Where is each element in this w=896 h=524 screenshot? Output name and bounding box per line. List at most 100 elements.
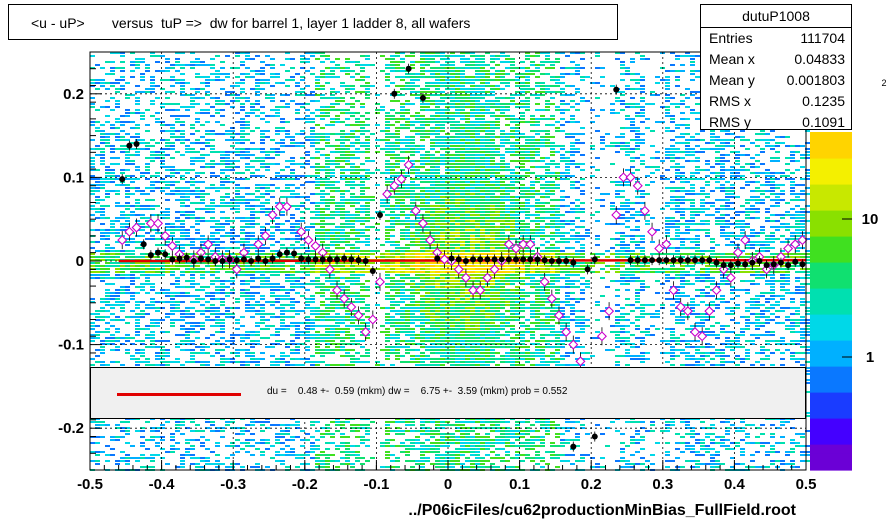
profile-point: [126, 142, 133, 149]
color-scale-bin: [810, 357, 852, 367]
z-tick-label: 10: [862, 211, 879, 228]
marker-point: [331, 285, 343, 296]
x-tick-label: 0.2: [581, 476, 602, 493]
marker-point: [553, 310, 565, 321]
profile-point: [205, 256, 212, 263]
profile-point: [563, 258, 570, 264]
color-scale-bin: [810, 314, 852, 324]
marker-point: [525, 239, 536, 250]
profile-point: [298, 255, 305, 262]
color-scale-bin: [810, 383, 852, 393]
x-tick-label: -0.2: [292, 476, 318, 493]
y-tick-label: -0.2: [58, 420, 84, 437]
profile-point: [169, 256, 176, 263]
marker-point: [267, 209, 278, 221]
profile-point: [727, 262, 734, 269]
profile-point: [534, 256, 541, 263]
profile-point: [777, 259, 784, 266]
color-scale-bin: [810, 348, 852, 358]
marker-point: [389, 180, 400, 191]
profile-point: [570, 443, 577, 450]
x-tick-label: -0.1: [363, 476, 389, 493]
profile-point: [140, 241, 147, 248]
marker-point: [503, 239, 514, 250]
profile-point: [649, 257, 656, 264]
color-scale-bin: [810, 132, 852, 142]
marker-point: [783, 243, 794, 254]
marker-point: [303, 235, 314, 246]
marker-point: [167, 240, 178, 251]
profile-point: [369, 268, 376, 275]
y-axis: -0.2 -0.1 0 0.1 0.2: [58, 51, 102, 471]
x-axis: -0.5 -0.4 -0.3 -0.2 -0.1 0 0.1 0.2 0.3 0.4 0.5: [77, 460, 816, 493]
profile-point: [162, 251, 169, 258]
color-scale-bin: [810, 262, 852, 272]
profile-point: [677, 257, 684, 264]
profile-point: [570, 259, 577, 266]
color-scale: 1 10 2: [810, 78, 887, 471]
profile-point: [749, 259, 756, 266]
stats-name: dutuP1008: [701, 5, 851, 28]
profile-point: [176, 255, 183, 262]
profile-point: [742, 261, 749, 268]
marker-point: [124, 226, 135, 237]
marker-point: [396, 174, 407, 185]
x-tick-label: -0.4: [149, 476, 176, 493]
profile-point: [434, 255, 441, 262]
marker-point: [195, 247, 207, 258]
profile-point: [419, 94, 426, 101]
profile-point: [283, 249, 290, 256]
profile-point: [362, 258, 369, 264]
color-scale-bin: [810, 296, 852, 306]
fit-legend: du = 0.48 +- 0.59 (mkm) dw = 6.75 +- 3.5…: [90, 367, 806, 419]
profile-point: [505, 256, 512, 263]
marker-point: [661, 239, 672, 250]
color-scale-bin: [810, 374, 852, 384]
plot-title: <u - uP> versus tuP => dw for barrel 1, …: [8, 4, 618, 40]
profile-point: [312, 256, 319, 263]
profile-point: [147, 252, 154, 259]
profile-point: [155, 249, 162, 256]
y-tick-label: -0.1: [58, 337, 84, 354]
profile-point: [591, 256, 598, 263]
marker-point: [675, 301, 686, 313]
marker-point: [518, 239, 529, 250]
color-scale-bin: [810, 184, 852, 194]
stats-value: 111704: [800, 30, 845, 46]
profile-point: [326, 256, 333, 263]
profile-point: [376, 212, 383, 219]
color-scale-bin: [810, 270, 852, 280]
marker-point: [296, 226, 307, 237]
marker-point: [740, 235, 751, 246]
profile-point: [248, 258, 255, 264]
color-scale-bin: [810, 288, 852, 298]
profile-point: [470, 256, 477, 263]
stats-row-rms-x: RMS x 0.1235: [701, 91, 851, 112]
profile-point: [405, 65, 412, 72]
marker-point: [460, 272, 471, 283]
stats-value: 0.04833: [794, 51, 845, 67]
marker-point: [668, 285, 679, 296]
marker-point: [596, 331, 607, 342]
marker-point: [317, 247, 328, 258]
profile-point: [770, 261, 777, 268]
color-scale-bin: [810, 331, 852, 341]
profile-point: [555, 258, 562, 264]
marker-point: [539, 276, 550, 287]
marker-point: [253, 239, 264, 250]
stats-box: dutuP1008 Entries 111704 Mean x 0.04833 Me…: [700, 4, 852, 130]
marker-point: [374, 276, 386, 287]
profile-point: [197, 255, 204, 262]
marker-point: [561, 327, 572, 338]
profile-point: [634, 257, 641, 264]
color-scale-bin: [810, 435, 852, 445]
x-axis-title: ../P06icFiles/cu62productionMinBias_Full…: [408, 502, 796, 519]
marker-point: [568, 339, 579, 350]
x-tick-label: 0.5: [796, 476, 817, 493]
profile-point: [319, 256, 326, 263]
x-tick-label: 0: [444, 476, 452, 493]
z-exponent-label: 2: [881, 78, 886, 88]
x-tick-label: 0.1: [509, 476, 530, 493]
color-scale-bin: [810, 192, 852, 202]
